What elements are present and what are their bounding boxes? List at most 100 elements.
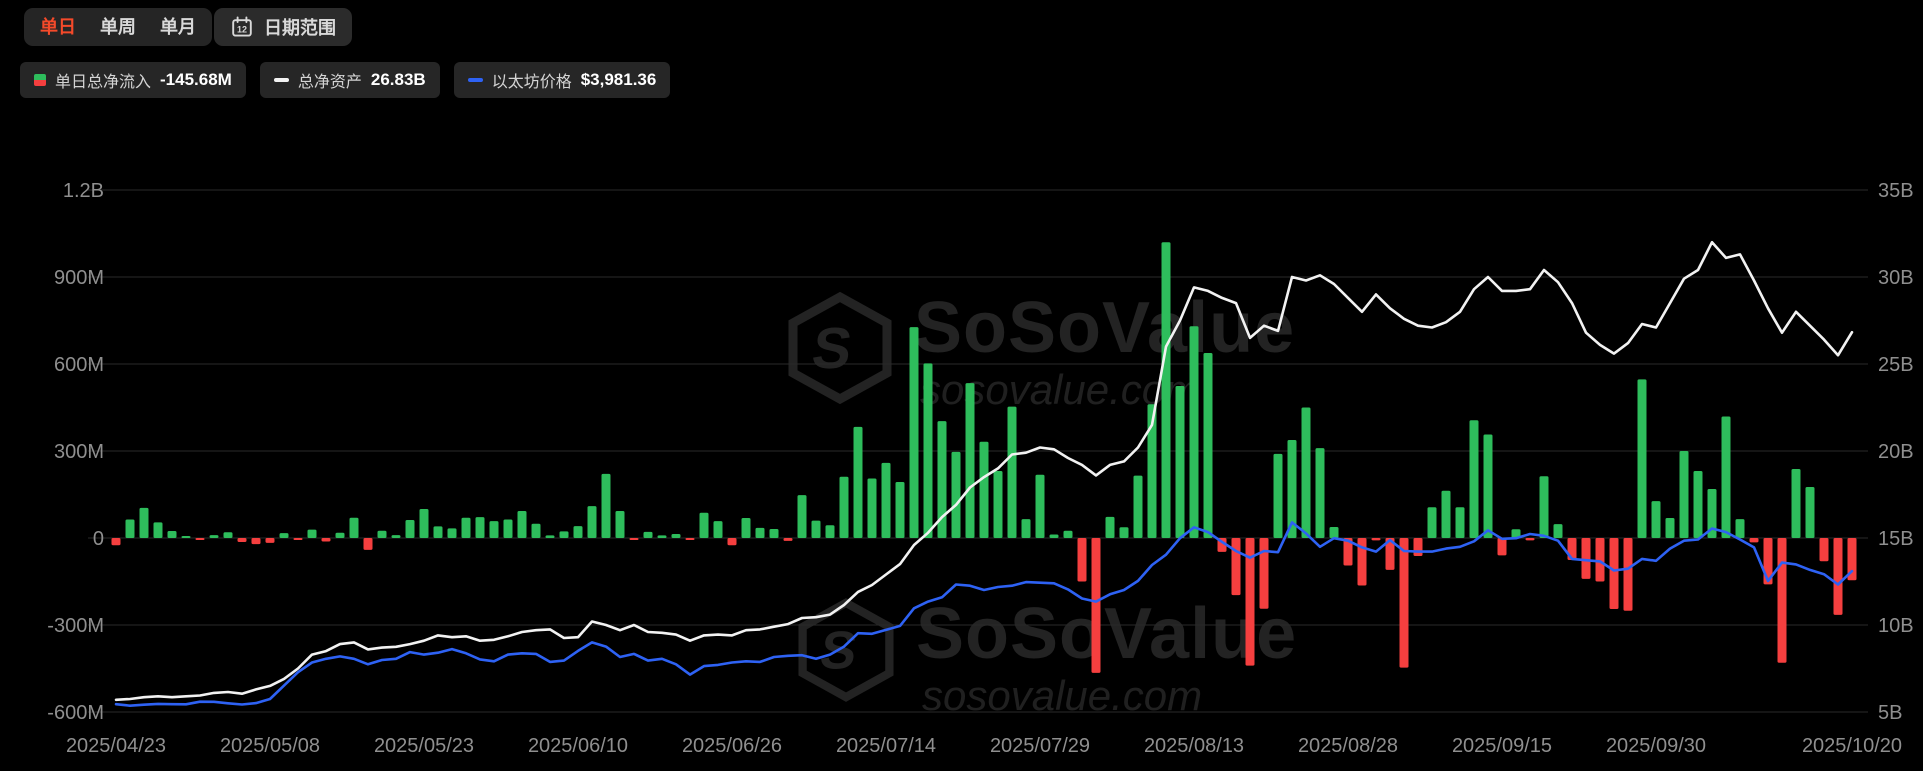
flow-bar bbox=[713, 521, 723, 538]
flow-bar bbox=[1105, 516, 1115, 538]
flow-bar bbox=[1245, 538, 1255, 666]
flow-bar bbox=[433, 526, 443, 538]
legend-item-daily-net-inflow[interactable]: 单日总净流入 -145.68M bbox=[20, 62, 246, 98]
tab-daily[interactable]: 单日 bbox=[40, 17, 76, 37]
flow-bar bbox=[475, 517, 485, 538]
flow-bar bbox=[1063, 530, 1073, 538]
flow-bar bbox=[1749, 538, 1759, 543]
flow-bar bbox=[1385, 538, 1395, 570]
flow-bar bbox=[307, 529, 317, 538]
flow-bar bbox=[1791, 468, 1801, 538]
flow-bar bbox=[1399, 538, 1409, 668]
flow-bar bbox=[1413, 538, 1423, 556]
tab-weekly[interactable]: 单周 bbox=[100, 17, 136, 37]
tab-monthly[interactable]: 单月 bbox=[160, 17, 196, 37]
flow-bar bbox=[1091, 538, 1101, 673]
flow-bar bbox=[1511, 529, 1521, 538]
legend-label: 单日总净流入 bbox=[55, 74, 152, 91]
flow-bar bbox=[321, 538, 331, 542]
date-range-button[interactable]: 12 日期范围 bbox=[214, 8, 352, 46]
flow-bar bbox=[1133, 475, 1143, 538]
flow-bar bbox=[1623, 538, 1633, 611]
legend: 单日总净流入 -145.68M 总净资产 26.83B 以太坊价格 $3,981… bbox=[20, 62, 671, 98]
y-axis-right-label: 15B bbox=[1878, 528, 1914, 550]
flow-bar bbox=[531, 523, 541, 538]
eth-price-line bbox=[114, 521, 1854, 708]
flow-bar bbox=[363, 538, 373, 550]
flow-bar bbox=[601, 473, 611, 538]
flow-bar bbox=[1483, 434, 1493, 538]
flow-bar bbox=[265, 538, 275, 543]
date-range-label: 日期范围 bbox=[264, 18, 336, 38]
y-axis-right-label: 30B bbox=[1878, 267, 1914, 289]
calendar-icon: 12 bbox=[232, 16, 252, 37]
y-axis-left-label: 300M bbox=[54, 441, 104, 463]
flow-bar bbox=[1371, 538, 1381, 541]
flow-bar bbox=[251, 538, 261, 545]
flow-bar bbox=[1833, 538, 1843, 615]
flow-bar bbox=[1329, 526, 1339, 538]
flow-split-square-icon bbox=[34, 74, 46, 86]
flow-bar bbox=[1805, 486, 1815, 538]
legend-label: 以太坊价格 bbox=[491, 74, 572, 91]
flow-bar bbox=[1707, 488, 1717, 538]
flow-bar bbox=[867, 478, 877, 538]
flow-bar bbox=[629, 538, 639, 540]
flow-bar bbox=[895, 482, 905, 538]
flow-bar bbox=[769, 529, 779, 538]
flow-bar bbox=[111, 538, 121, 546]
flow-bar bbox=[559, 531, 569, 538]
x-axis-date-label: 2025/06/26 bbox=[682, 735, 782, 757]
flow-bar bbox=[1007, 406, 1017, 538]
flow-bar bbox=[125, 519, 135, 538]
flow-bar bbox=[839, 476, 849, 538]
x-axis-date-label: 2025/05/23 bbox=[374, 735, 474, 757]
white-dash-icon bbox=[273, 78, 289, 82]
flow-bar bbox=[657, 535, 667, 538]
flow-bar bbox=[671, 533, 681, 538]
flow-bar bbox=[1287, 439, 1297, 538]
flow-bar bbox=[1189, 326, 1199, 538]
legend-label: 总净资产 bbox=[297, 74, 362, 91]
flow-bars bbox=[111, 242, 1857, 673]
flow-bar bbox=[391, 535, 401, 538]
flow-bar bbox=[1777, 538, 1787, 663]
flow-bar bbox=[699, 512, 709, 538]
legend-value: 26.83B bbox=[370, 70, 426, 89]
flow-bar bbox=[573, 526, 583, 538]
y-axis-left-label: 600M bbox=[54, 354, 104, 376]
flow-bar bbox=[1021, 519, 1031, 538]
flow-bar bbox=[1595, 538, 1605, 582]
flow-bar bbox=[335, 532, 345, 538]
y-axis-left-label: -300M bbox=[47, 615, 104, 637]
flow-bar bbox=[279, 533, 289, 538]
legend-value: $3,981.36 bbox=[580, 70, 657, 89]
flow-bar bbox=[1553, 524, 1563, 538]
legend-item-total-net-assets[interactable]: 总净资产 26.83B bbox=[259, 62, 440, 98]
flow-bar bbox=[503, 519, 513, 538]
flow-bar bbox=[1231, 538, 1241, 596]
legend-item-eth-price[interactable]: 以太坊价格 $3,981.36 bbox=[453, 62, 671, 98]
flow-bar bbox=[1469, 420, 1479, 538]
flow-bar bbox=[1357, 538, 1367, 586]
x-axis-date-label: 2025/07/14 bbox=[836, 735, 936, 757]
flow-bar bbox=[461, 517, 471, 538]
flow-bar bbox=[1539, 476, 1549, 538]
y-axis-left-label: 0 bbox=[93, 528, 104, 550]
flow-bar bbox=[349, 517, 359, 538]
y-axis-left-label: 1.2B bbox=[63, 180, 104, 202]
flow-bar bbox=[1035, 474, 1045, 538]
y-axis-left-label: 900M bbox=[54, 267, 104, 289]
flow-bar bbox=[377, 530, 387, 538]
flow-bar bbox=[517, 511, 527, 538]
x-axis-date-label: 2025/10/20 bbox=[1802, 735, 1902, 757]
flow-bar bbox=[545, 535, 555, 538]
x-axis-date-label: 2025/09/30 bbox=[1606, 735, 1706, 757]
flow-bar bbox=[1315, 448, 1325, 538]
blue-dash-icon bbox=[467, 78, 483, 82]
flow-bar bbox=[1161, 242, 1171, 538]
flow-bar bbox=[1147, 404, 1157, 538]
flow-bar bbox=[1343, 538, 1353, 566]
